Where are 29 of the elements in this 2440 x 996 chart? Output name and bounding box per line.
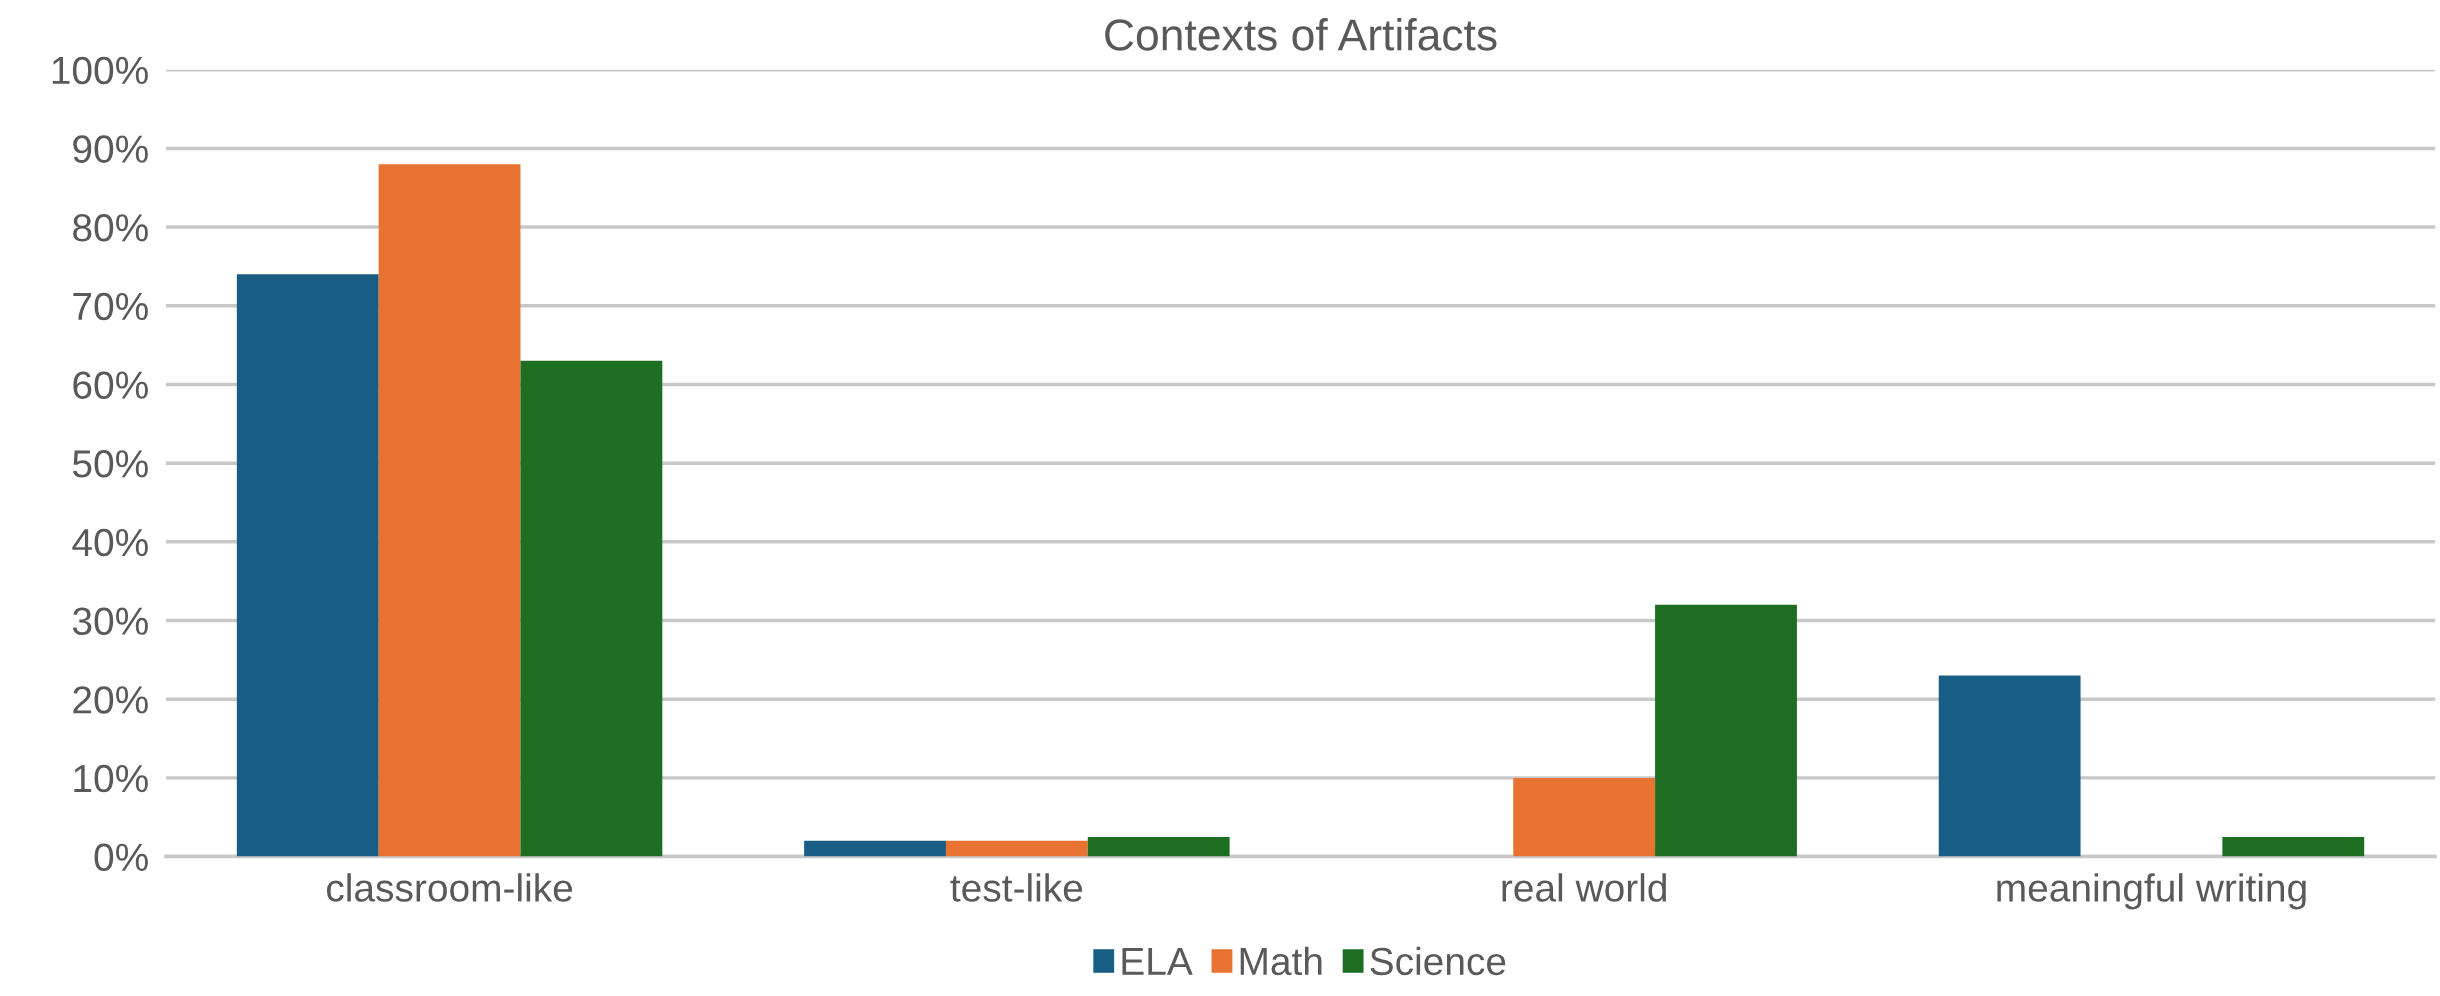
- y-tick-label: 40%: [72, 528, 148, 557]
- y-tick-label: 0%: [94, 843, 148, 872]
- y-tick-label: 50%: [72, 450, 148, 478]
- bar: [2222, 836, 2365, 857]
- y-tick-label: 90%: [73, 135, 148, 163]
- y-tick-label: 70%: [73, 292, 148, 321]
- legend-label: ELA: [1122, 948, 1193, 975]
- bar: [520, 360, 663, 857]
- legend-label: Math: [1240, 946, 1322, 976]
- bar: [236, 274, 379, 857]
- y-tick-label: 60%: [73, 371, 148, 399]
- x-tick-label: classroom-like: [326, 873, 573, 902]
- y-tick-label: 100%: [52, 56, 148, 85]
- bar: [1938, 675, 2081, 857]
- y-tick-label: 20%: [73, 686, 148, 714]
- y-tick-label: 80%: [73, 214, 148, 242]
- x-tick-label: test-like: [950, 873, 1083, 902]
- bar: [378, 164, 521, 857]
- bar: [804, 840, 946, 857]
- y-tick-label: 10%: [74, 764, 148, 793]
- bar: [945, 840, 1088, 857]
- x-tick-label: meaningful writing: [1997, 873, 2306, 910]
- chart-title: Contexts of Artifacts: [1105, 18, 1497, 51]
- bar: [1655, 604, 1797, 857]
- bar: [1513, 777, 1656, 857]
- legend-label: Science: [1370, 946, 1506, 976]
- bar: [1087, 836, 1230, 857]
- y-tick-label: 30%: [72, 607, 148, 635]
- x-tick-label: real world: [1502, 873, 1666, 902]
